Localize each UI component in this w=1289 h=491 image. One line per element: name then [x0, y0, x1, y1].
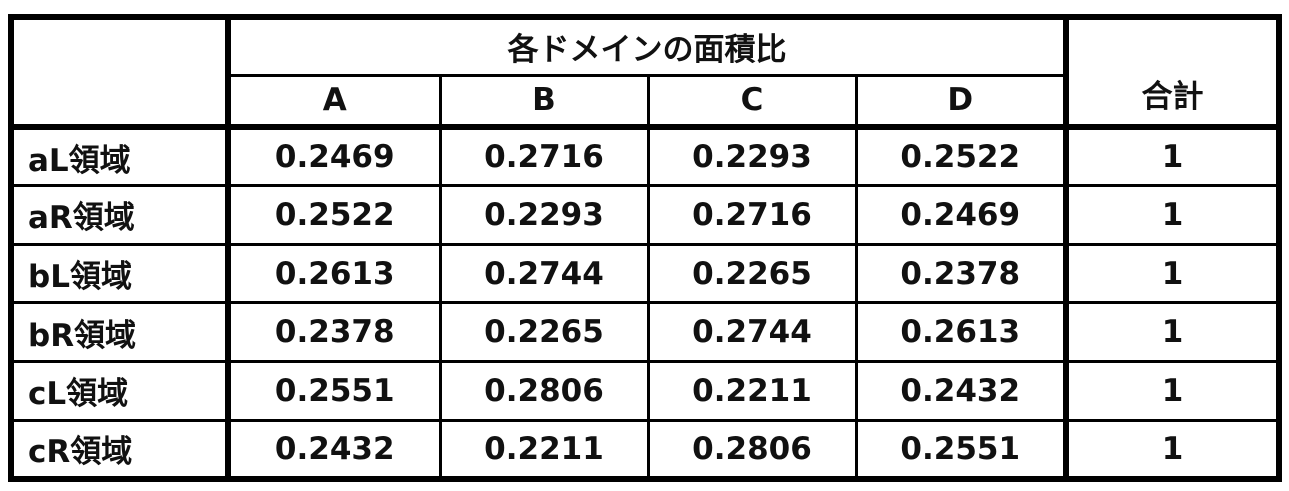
table-row: bR領域0.23780.22650.27440.26131 — [11, 303, 1279, 362]
total-cell: 1 — [1066, 244, 1279, 303]
ratio-cell: 0.2469 — [856, 186, 1066, 245]
ratio-cell: 0.2522 — [856, 127, 1066, 186]
total-cell: 1 — [1066, 127, 1279, 186]
ratio-cell: 0.2293 — [648, 127, 856, 186]
ratio-cell: 0.2211 — [648, 362, 856, 421]
ratio-cell: 0.2469 — [228, 127, 440, 186]
ratio-cell: 0.2716 — [440, 127, 648, 186]
ratio-cell: 0.2378 — [228, 303, 440, 362]
column-header-c: C — [648, 75, 856, 127]
table-row: aL領域0.24690.27160.22930.25221 — [11, 127, 1279, 186]
ratio-cell: 0.2265 — [648, 244, 856, 303]
column-header-a: A — [228, 75, 440, 127]
row-label: bL領域 — [11, 244, 228, 303]
total-cell: 1 — [1066, 186, 1279, 245]
ratio-cell: 0.2432 — [856, 362, 1066, 421]
ratio-cell: 0.2522 — [228, 186, 440, 245]
row-label: cR領域 — [11, 420, 228, 479]
ratio-cell: 0.2806 — [648, 420, 856, 479]
row-label: aL領域 — [11, 127, 228, 186]
row-label: cL領域 — [11, 362, 228, 421]
group-header: 各ドメインの面積比 — [228, 17, 1066, 75]
total-header: 合計 — [1066, 17, 1279, 127]
ratio-cell: 0.2744 — [648, 303, 856, 362]
ratio-cell: 0.2293 — [440, 186, 648, 245]
ratio-cell: 0.2265 — [440, 303, 648, 362]
ratio-cell: 0.2613 — [856, 303, 1066, 362]
ratio-cell: 0.2211 — [440, 420, 648, 479]
ratio-cell: 0.2551 — [228, 362, 440, 421]
column-header-b: B — [440, 75, 648, 127]
total-cell: 1 — [1066, 362, 1279, 421]
ratio-cell: 0.2613 — [228, 244, 440, 303]
ratio-cell: 0.2806 — [440, 362, 648, 421]
ratio-cell: 0.2432 — [228, 420, 440, 479]
table-row: cR領域0.24320.22110.28060.25511 — [11, 420, 1279, 479]
row-label: bR領域 — [11, 303, 228, 362]
area-ratio-table: 各ドメインの面積比 合計 A B C D aL領域0.24690.27160.2… — [8, 14, 1282, 482]
total-cell: 1 — [1066, 420, 1279, 479]
ratio-cell: 0.2378 — [856, 244, 1066, 303]
corner-cell — [11, 17, 228, 127]
row-label: aR領域 — [11, 186, 228, 245]
table-row: cL領域0.25510.28060.22110.24321 — [11, 362, 1279, 421]
total-cell: 1 — [1066, 303, 1279, 362]
ratio-cell: 0.2551 — [856, 420, 1066, 479]
column-header-d: D — [856, 75, 1066, 127]
ratio-cell: 0.2716 — [648, 186, 856, 245]
table-row: bL領域0.26130.27440.22650.23781 — [11, 244, 1279, 303]
table-row: aR領域0.25220.22930.27160.24691 — [11, 186, 1279, 245]
ratio-cell: 0.2744 — [440, 244, 648, 303]
